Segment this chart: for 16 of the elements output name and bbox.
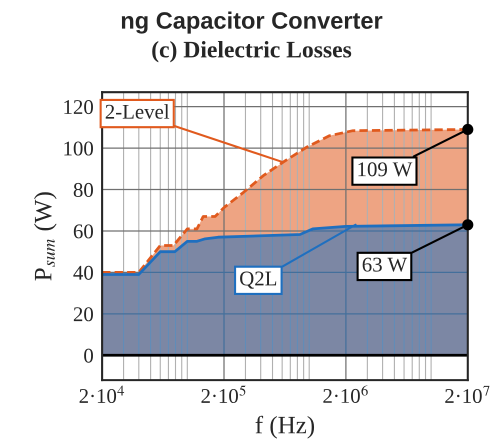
- y-tick-label: 100: [64, 141, 93, 156]
- annotation: 2-Level: [106, 104, 170, 119]
- y-tick-label: 40: [73, 266, 93, 280]
- chart-title: ng Capacitor Converter: [122, 12, 382, 34]
- y-tick-label: 0: [84, 348, 93, 363]
- x-tick-label: 2·10$^{7}$: [445, 386, 490, 404]
- y-tick-label: 80: [74, 182, 93, 197]
- y-tick-label: 120: [64, 100, 93, 114]
- y-tick-label: 20: [74, 307, 93, 322]
- x-tick-label: 2·10$^{5}$: [201, 385, 246, 404]
- x-axis-title: f (Hz): [256, 416, 314, 439]
- chart-subtitle: (c) Dielectric Losses: [152, 40, 352, 62]
- x-tick-label: 2·10$^{6}$: [323, 385, 368, 403]
- x-tick-label: 2·10$^{4}$: [80, 386, 124, 404]
- y-axis-title: P$_{sum}$ (W): [34, 192, 57, 281]
- y-tick-label: 60: [74, 224, 93, 238]
